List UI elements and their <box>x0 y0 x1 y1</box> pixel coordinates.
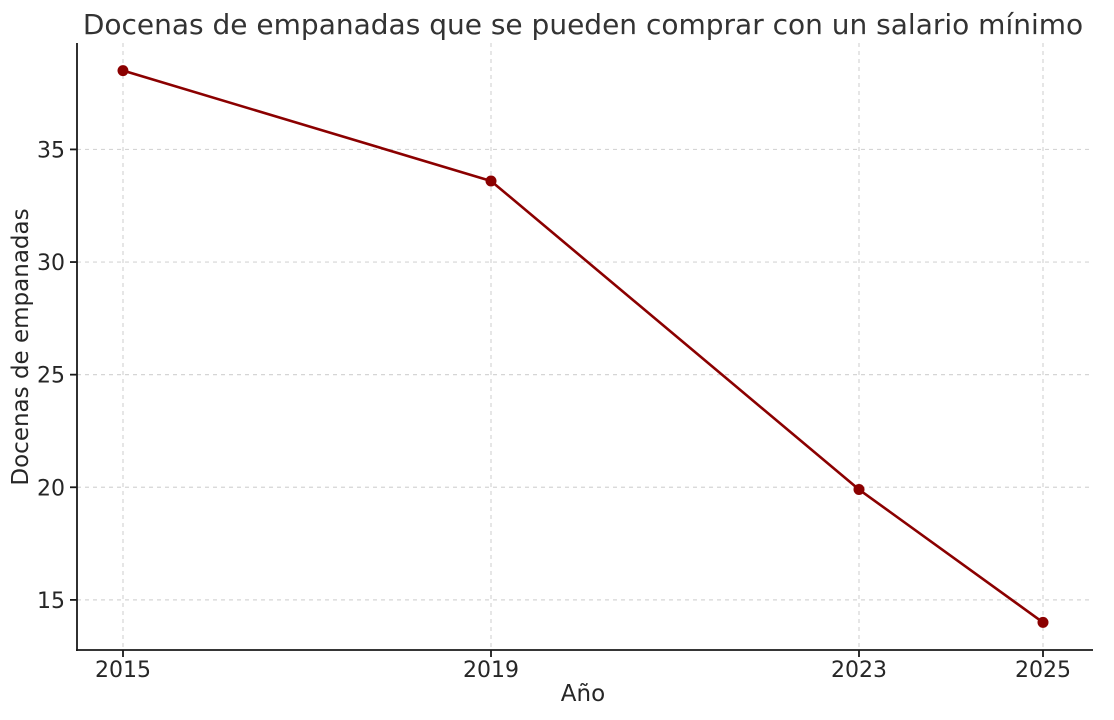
data-point-marker <box>1037 616 1049 628</box>
x-tick-label: 2025 <box>1015 658 1071 683</box>
y-tick-label: 25 <box>37 364 65 389</box>
y-tick-label: 20 <box>37 476 65 501</box>
data-line <box>121 69 1045 624</box>
x-tick-label: 2023 <box>831 658 887 683</box>
data-point-marker <box>485 175 497 187</box>
data-point-marker <box>117 65 129 77</box>
y-tick-label: 35 <box>37 138 65 163</box>
data-point-marker <box>853 484 865 496</box>
y-tick-label: 30 <box>37 251 65 276</box>
y-tick-label: 15 <box>37 589 65 614</box>
x-axis-label: Año <box>560 681 606 707</box>
chart-title: Docenas de empanadas que se pueden compr… <box>82 8 1084 41</box>
x-tick-label: 2015 <box>95 658 151 683</box>
x-tick-label: 2019 <box>463 658 519 683</box>
